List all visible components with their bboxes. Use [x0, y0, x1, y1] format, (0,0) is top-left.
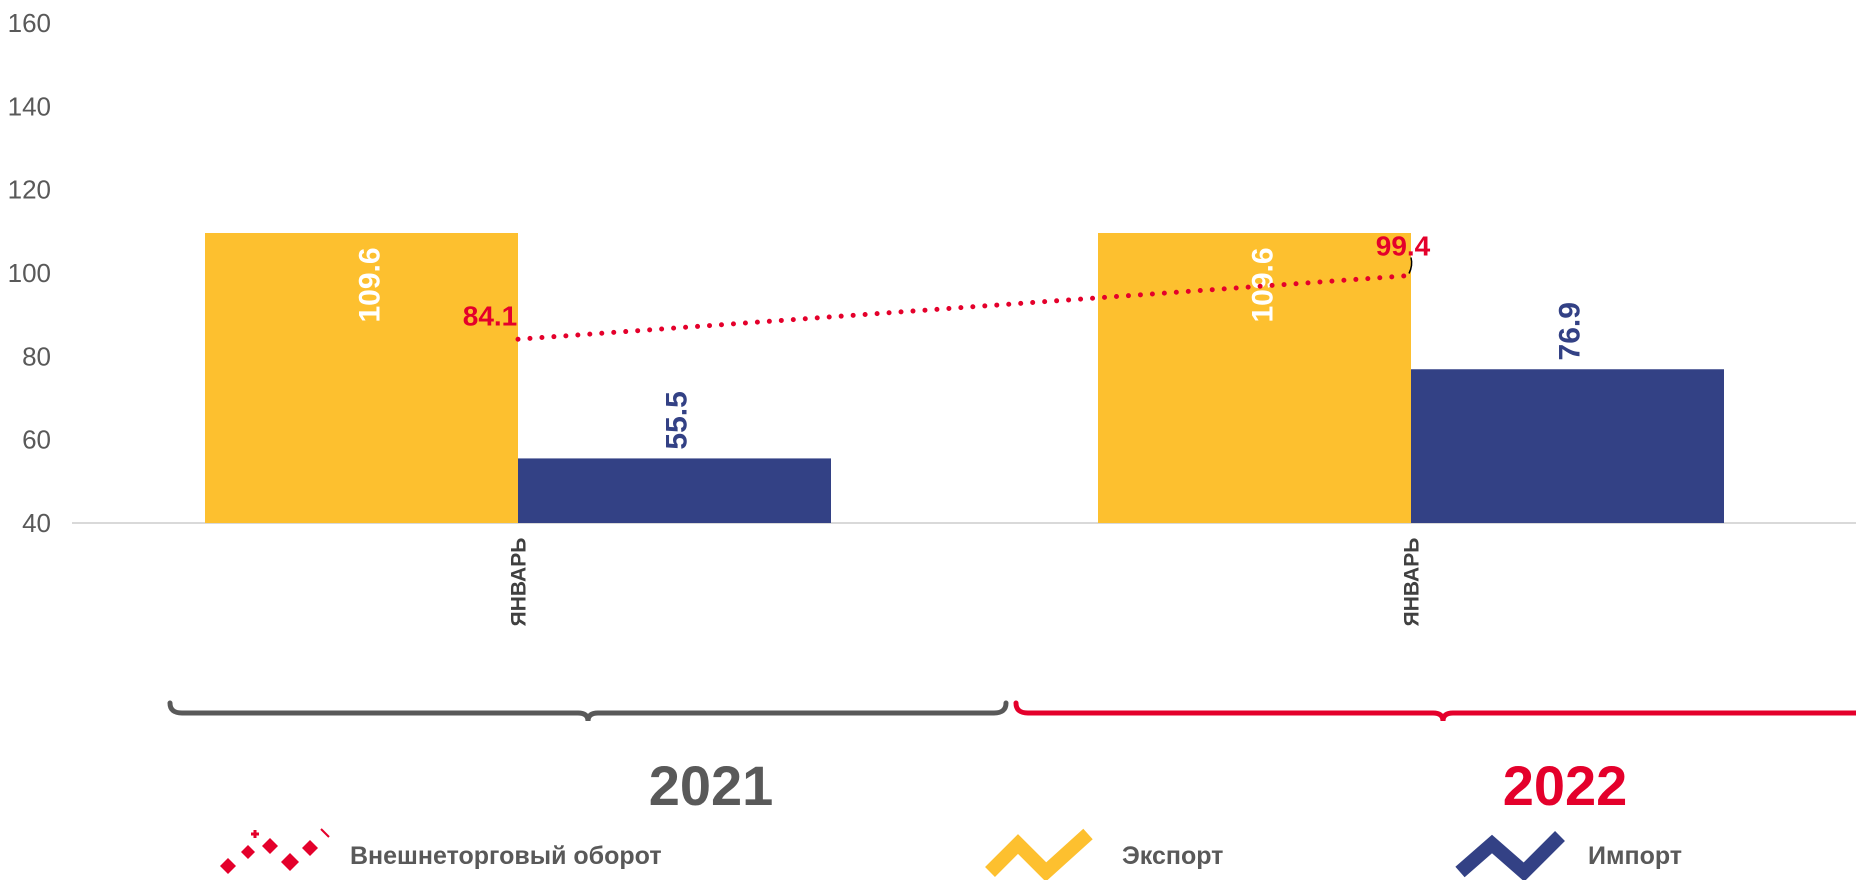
y-tick-label: 160 [8, 8, 51, 38]
y-tick-label: 100 [8, 258, 51, 288]
year-brace [167, 700, 1009, 722]
import-bar [518, 458, 831, 523]
legend: Внешнеторговый оборот Экспорт Импорт [220, 828, 1682, 882]
turnover-value-label: 84.1 [463, 300, 518, 331]
import-value-label: 55.5 [660, 391, 693, 449]
year-label: 2022 [1503, 754, 1628, 817]
turnover-line-group: 84.1 99.4 [463, 231, 1431, 342]
category-labels: ЯНВАРЬ ЯНВАРЬ [508, 538, 1424, 627]
y-tick-label: 140 [8, 91, 51, 121]
import-value-label: 76.9 [1553, 302, 1586, 360]
y-tick-label: 40 [22, 508, 51, 538]
legend-item-turnover: Внешнеторговый оборот [220, 828, 662, 874]
zigzag-line-icon [985, 828, 1093, 882]
category-label: ЯНВАРЬ [508, 538, 531, 627]
export-value-label: 109.6 [353, 247, 386, 322]
turnover-line [515, 273, 1414, 342]
y-tick-label: 80 [22, 341, 51, 371]
dotted-diamond-line-icon [220, 828, 330, 874]
import-bar [1411, 369, 1724, 523]
y-axis: 40 60 80 100 120 140 160 [8, 8, 51, 538]
legend-label-turnover: Внешнеторговый оборот [350, 842, 662, 870]
year-labels: 2021 2022 [649, 754, 1628, 817]
turnover-leader-line [1408, 257, 1413, 274]
turnover-value-label: 99.4 [1376, 231, 1431, 262]
export-bar [1098, 233, 1411, 523]
zigzag-line-icon [1455, 831, 1565, 882]
legend-label-import: Импорт [1588, 842, 1682, 870]
category-label: ЯНВАРЬ [1401, 538, 1424, 627]
export-bar [205, 233, 518, 523]
year-braces [167, 700, 1856, 722]
legend-item-export: Экспорт [985, 828, 1223, 882]
year-brace [1013, 700, 1856, 722]
legend-item-import: Импорт [1455, 831, 1682, 882]
year-label: 2021 [649, 754, 774, 817]
y-tick-label: 120 [8, 175, 51, 205]
y-tick-label: 60 [22, 425, 51, 455]
legend-label-export: Экспорт [1122, 842, 1223, 870]
